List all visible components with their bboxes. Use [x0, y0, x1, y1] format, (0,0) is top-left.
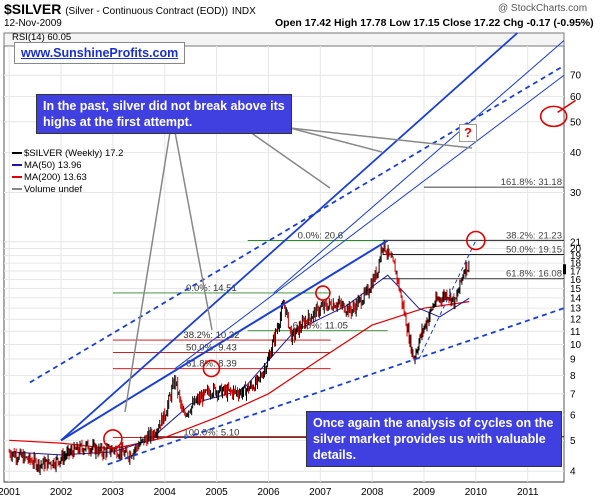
highlight-circle-target [539, 105, 568, 128]
y-tick-label: 17 [570, 267, 582, 278]
x-tick-label: 2003 [102, 487, 125, 498]
y-tick-label: 70 [570, 71, 582, 82]
pointer-line-2 [174, 131, 213, 331]
x-tick-label: 2001 [0, 487, 21, 498]
watermark: @ StockCharts.com [498, 3, 588, 14]
exchange: INDX [231, 6, 256, 17]
y-tick-label: 20 [570, 244, 582, 255]
y-tick-label: 11 [570, 327, 581, 338]
y-tick-label: 13 [570, 304, 582, 315]
symbol: $SILVER [4, 1, 62, 17]
y-tick-label: 8 [570, 371, 576, 382]
y-tick-label: 15 [570, 284, 582, 295]
fib-label-right: 61.8%: 16.08 [506, 269, 562, 280]
fib-label-left: 38.2%: 10.32 [183, 330, 239, 341]
highlight-circle-2007 [315, 285, 331, 301]
x-tick-label: 2004 [154, 487, 177, 498]
legend: $SILVER (Weekly) 17.2 MA(50) 13.96 MA(20… [12, 148, 123, 196]
target-arrow [557, 99, 577, 114]
y-tick-label: 9 [570, 355, 576, 366]
x-tick-label: 2007 [309, 487, 332, 498]
fib-label-mid: 0.0%: 20.6 [298, 230, 343, 241]
highlight-circle-2003 [103, 429, 123, 449]
y-tick-label: 6 [570, 411, 576, 422]
fib-label-left: 61.8%: 8.39 [186, 359, 237, 370]
y-tick-label: 4 [570, 467, 576, 478]
projection-dashed [418, 240, 477, 360]
y-tick-label: 19 [570, 251, 582, 262]
x-tick-label: 2009 [413, 487, 436, 498]
legend-ma200: MA(200) 13.63 [12, 172, 123, 184]
instrument-name: (Silver - Continuous Contract (EOD)) [65, 6, 229, 17]
legend-ma200-label: MA(200) 13.63 [24, 172, 87, 183]
y-tick-label: 60 [570, 92, 582, 103]
x-tick-label: 2011 [517, 487, 539, 498]
rsi-label: RSI(14) 60.05 [12, 32, 72, 43]
y-tick-label: 12 [570, 315, 582, 326]
site-link[interactable]: www.SunshineProfits.com [14, 42, 186, 64]
x-tick-label: 2010 [465, 487, 488, 498]
pointer-line-1 [124, 131, 171, 413]
pointer-line-5 [289, 127, 383, 153]
x-tick-label: 2005 [205, 487, 228, 498]
trend-line-upper-2 [60, 32, 518, 442]
ma50-swatch [12, 164, 22, 167]
ohlc-readout: Open 17.42 High 17.78 Low 17.15 Close 17… [275, 17, 594, 29]
pointer-line-4 [289, 127, 473, 149]
annotation-bottom: Once again the analysis of cycles on the… [306, 411, 562, 467]
last-price-marker [563, 264, 566, 275]
legend-volume-label: Volume undef [24, 184, 83, 195]
legend-series: $SILVER (Weekly) 17.2 [12, 148, 123, 160]
y-tick-label: 14 [570, 293, 582, 304]
trend-line-upper-4 [273, 40, 565, 294]
annotation-top: In the past, silver did not break above … [36, 94, 292, 134]
x-tick-label: 2008 [361, 487, 384, 498]
legend-ma50-label: MA(50) 13.96 [24, 160, 82, 171]
y-tick-label: 16 [570, 275, 582, 286]
volume-swatch [12, 188, 22, 191]
legend-series-label: $SILVER (Weekly) 17.2 [24, 148, 124, 159]
question-mark: ? [459, 124, 477, 142]
trend-line-upper-3 [174, 74, 565, 369]
highlight-circle-2010 [466, 230, 486, 251]
ma200-line [9, 301, 470, 450]
pointer-line-3 [249, 131, 331, 189]
y-tick-label: 5 [570, 436, 576, 447]
fib-label-right: 50.0%: 19.15 [506, 245, 562, 256]
y-tick-label: 30 [570, 188, 582, 199]
fib-label-right: 161.8%: 31.18 [501, 177, 562, 188]
series-swatch [12, 152, 22, 155]
y-tick-label: 50 [570, 117, 582, 128]
fib-label-left: 0.0%: 14.51 [186, 283, 237, 294]
ma200-swatch [12, 176, 22, 179]
y-tick-label: 21 [570, 237, 582, 248]
y-tick-label: 7 [570, 389, 576, 400]
chart-date: 12-Nov-2009 [4, 18, 62, 29]
fib-label-left: 100.0%: 5.10 [183, 428, 239, 439]
y-tick-label: 40 [570, 148, 582, 159]
x-tick-label: 2002 [50, 487, 73, 498]
x-tick-label: 2006 [257, 487, 280, 498]
fib-label-mid: 61.8%: 11.05 [293, 321, 348, 332]
trend-line-upper-1 [60, 239, 389, 442]
legend-ma50: MA(50) 13.96 [12, 160, 123, 172]
y-tick-label: 18 [570, 259, 582, 270]
legend-volume: Volume undef [12, 184, 123, 196]
highlight-circle-2005 [202, 359, 221, 378]
trend-channel-dashed-top [29, 64, 565, 384]
fib-label-right: 38.2%: 21.23 [506, 230, 562, 241]
chart-title: $SILVER (Silver - Continuous Contract (E… [4, 1, 256, 17]
y-tick-label: 10 [570, 340, 582, 351]
